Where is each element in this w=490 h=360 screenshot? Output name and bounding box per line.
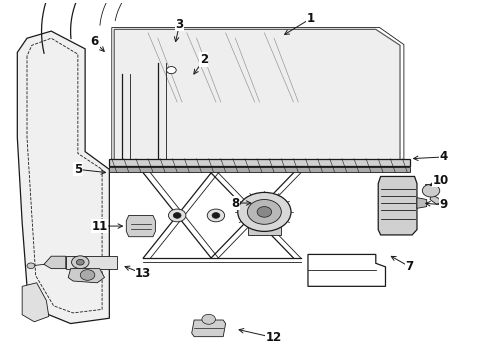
Circle shape xyxy=(245,209,263,222)
Polygon shape xyxy=(17,31,109,324)
Circle shape xyxy=(207,209,224,222)
Polygon shape xyxy=(68,269,104,283)
Circle shape xyxy=(238,192,291,231)
Circle shape xyxy=(250,213,258,218)
Circle shape xyxy=(167,67,176,74)
Text: 2: 2 xyxy=(200,53,208,66)
Circle shape xyxy=(212,213,220,218)
Polygon shape xyxy=(114,30,400,166)
Circle shape xyxy=(72,256,89,269)
Polygon shape xyxy=(430,194,441,204)
Circle shape xyxy=(80,270,95,280)
Text: 12: 12 xyxy=(266,331,282,344)
Text: 7: 7 xyxy=(406,260,414,273)
Circle shape xyxy=(422,184,440,197)
Circle shape xyxy=(27,263,35,269)
Text: 6: 6 xyxy=(91,35,99,48)
Circle shape xyxy=(202,314,216,324)
Text: 4: 4 xyxy=(440,150,448,163)
Text: 1: 1 xyxy=(306,12,315,25)
Circle shape xyxy=(173,213,181,218)
Circle shape xyxy=(76,260,84,265)
Polygon shape xyxy=(425,184,437,194)
Circle shape xyxy=(169,209,186,222)
Polygon shape xyxy=(22,283,49,322)
Circle shape xyxy=(257,207,271,217)
Text: 13: 13 xyxy=(135,267,151,280)
Text: 11: 11 xyxy=(92,220,108,233)
Polygon shape xyxy=(126,215,155,237)
Polygon shape xyxy=(44,256,66,269)
Text: 8: 8 xyxy=(231,197,240,210)
Polygon shape xyxy=(417,198,427,208)
Polygon shape xyxy=(66,256,117,269)
Polygon shape xyxy=(378,176,417,235)
Text: 10: 10 xyxy=(433,174,449,186)
Polygon shape xyxy=(109,167,410,172)
Text: 9: 9 xyxy=(440,198,448,211)
Polygon shape xyxy=(109,159,410,166)
Text: 5: 5 xyxy=(74,163,82,176)
Polygon shape xyxy=(248,222,281,235)
Circle shape xyxy=(247,199,281,224)
Text: 3: 3 xyxy=(175,18,184,31)
Polygon shape xyxy=(192,320,225,337)
Polygon shape xyxy=(109,161,138,171)
